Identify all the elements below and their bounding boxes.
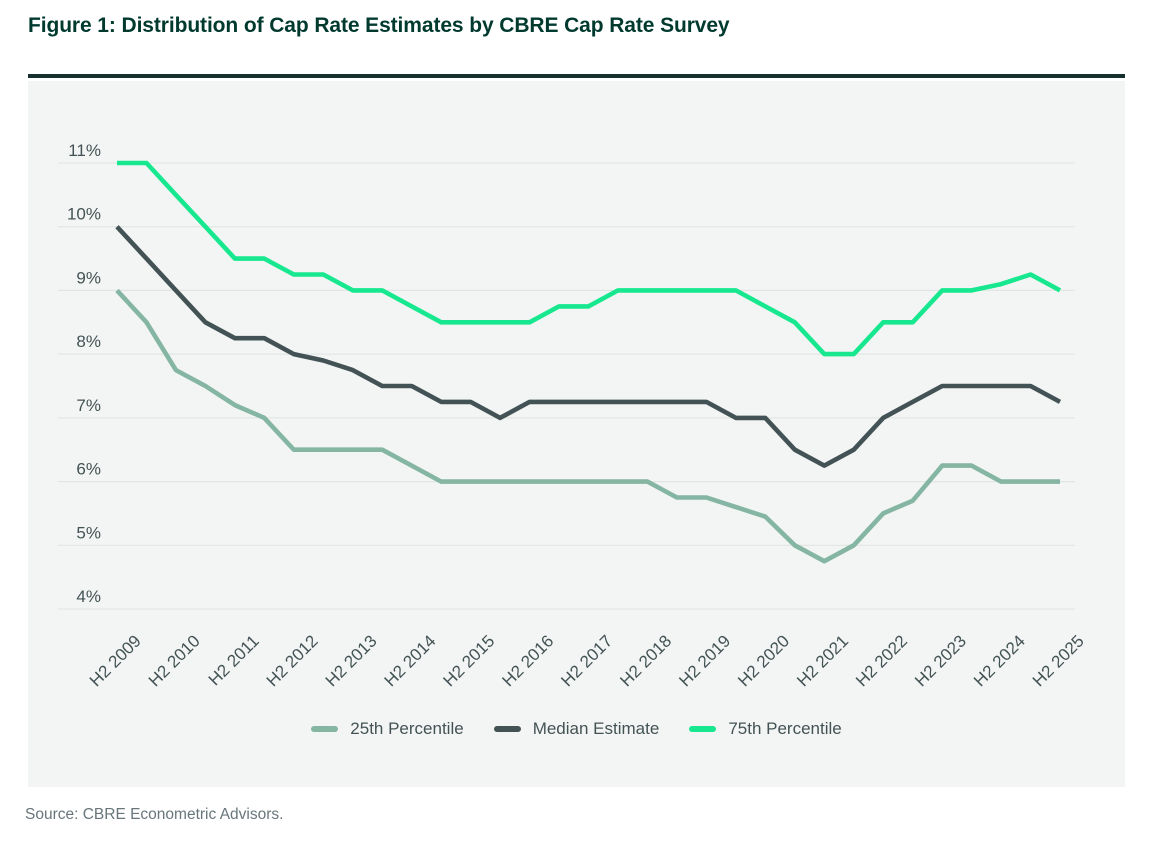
y-tick-label: 6% [76, 460, 101, 479]
x-tick-label: H2 2024 [970, 631, 1029, 690]
y-tick-label: 10% [67, 205, 101, 224]
x-tick-label: H2 2021 [793, 631, 852, 690]
legend-item-75th-percentile: 75th Percentile [689, 719, 842, 739]
figure-title: Figure 1: Distribution of Cap Rate Estim… [28, 14, 730, 37]
x-tick-label: H2 2022 [852, 631, 911, 690]
legend-item-median-estimate: Median Estimate [493, 719, 660, 739]
chart-legend: 25th Percentile Median Estimate 75th Perce… [28, 719, 1125, 739]
x-tick-label: H2 2017 [557, 631, 616, 690]
legend-label: Median Estimate [532, 719, 660, 738]
x-tick-label: H2 2025 [1029, 631, 1088, 690]
chart-panel: 11% 10% 9% 8% 7% 6% 5% 4% H2 2009 H2 2010 H2 2011 H… [28, 81, 1125, 787]
title-divider [28, 74, 1125, 78]
x-tick-label: H2 2020 [734, 631, 793, 690]
x-tick-label: H2 2015 [440, 631, 499, 690]
y-tick-label: 8% [76, 332, 101, 351]
series-line-75th-percentile [117, 160, 1062, 357]
x-tick-label: H2 2010 [145, 631, 204, 690]
legend-swatch-icon [493, 726, 521, 732]
x-tick-label: H2 2023 [911, 631, 970, 690]
series-line-median-estimate [115, 225, 1062, 468]
y-tick-label: 7% [76, 396, 101, 415]
x-tick-label: H2 2011 [205, 631, 263, 689]
y-tick-label: 11% [68, 141, 101, 160]
y-tick-label: 5% [76, 523, 101, 542]
source-note: Source: CBRE Econometric Advisors. [25, 806, 284, 823]
x-tick-label: H2 2012 [263, 631, 322, 690]
x-tick-label: H2 2019 [675, 631, 734, 690]
legend-swatch-icon [311, 726, 339, 732]
legend-swatch-icon [689, 726, 717, 732]
x-tick-label: H2 2014 [381, 631, 440, 690]
x-tick-label: H2 2016 [499, 631, 558, 690]
legend-item-25th-percentile: 25th Percentile [311, 719, 464, 739]
legend-label: 75th Percentile [728, 719, 842, 738]
series-line-25th-percentile [115, 288, 1060, 564]
x-tick-label: H2 2009 [86, 631, 145, 690]
x-tick-label: H2 2018 [616, 631, 675, 690]
cap-rate-line-chart: 11%10%9%8%7%6%5%4%H2 2009 H2 2010 H2 2011 H… [58, 141, 1088, 690]
x-tick-label: H2 2013 [322, 631, 381, 690]
legend-label: 25th Percentile [350, 719, 464, 738]
y-tick-label: 4% [76, 587, 101, 606]
y-tick-label: 9% [76, 268, 101, 287]
